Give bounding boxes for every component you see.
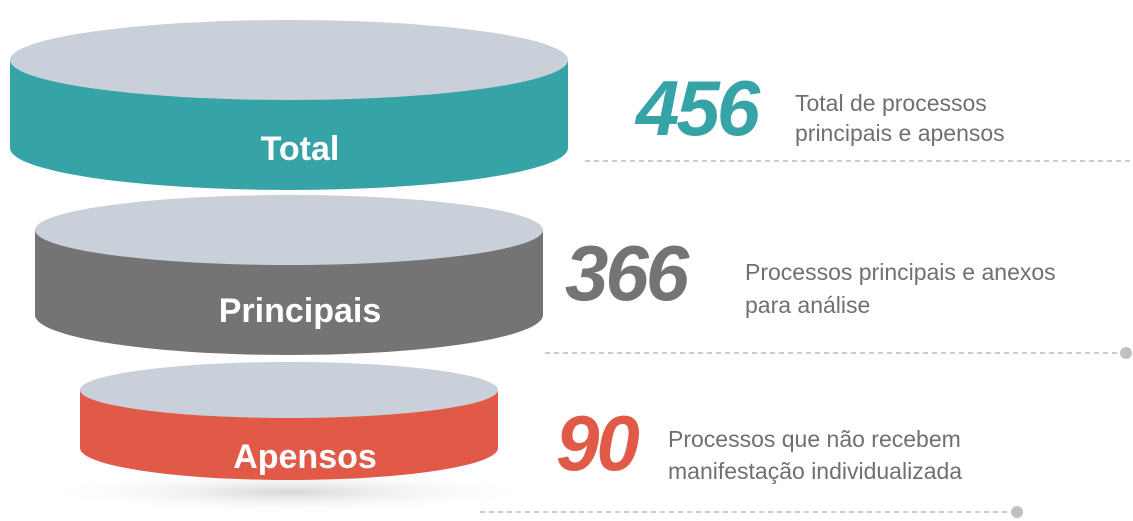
node-label: Total [261, 130, 340, 168]
cylinder-apensos: Apensos [80, 362, 498, 480]
node-description: principais e apensos [795, 120, 1005, 146]
node-value: 456 [634, 64, 761, 152]
cylinder-principais: Principais [35, 195, 543, 355]
node-label: Apensos [233, 438, 377, 476]
node-description: para análise [745, 292, 870, 318]
node-description: manifestação individualizada [668, 458, 962, 484]
node-label: Principais [219, 292, 382, 330]
node-description: Total de processos [795, 90, 987, 116]
cylinder-total: Total [10, 20, 568, 190]
separator-dot [1011, 506, 1023, 518]
separator-dot [1120, 347, 1132, 359]
node-description: Processos que não recebem [668, 426, 961, 452]
node-value: 90 [556, 399, 639, 487]
node-value: 366 [565, 229, 690, 317]
node-description: Processos principais e anexos [745, 259, 1056, 285]
shadow [39, 470, 539, 514]
